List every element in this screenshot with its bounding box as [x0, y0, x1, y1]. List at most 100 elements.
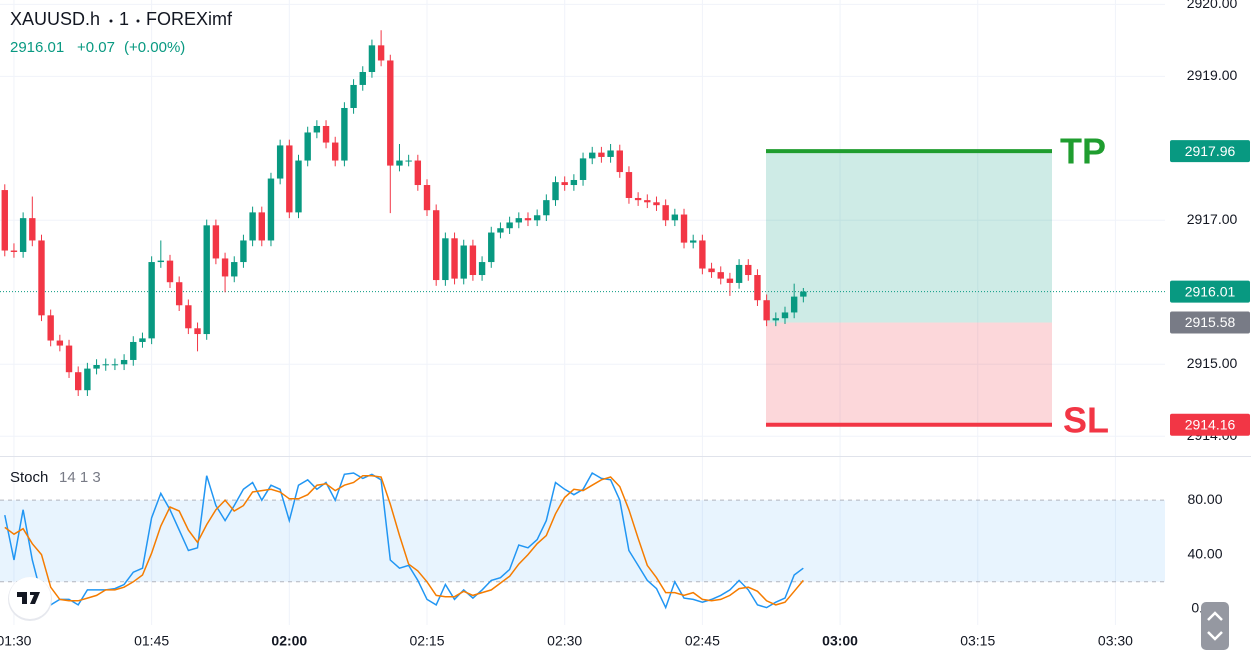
candle-body [405, 160, 412, 162]
candle-body [763, 300, 770, 321]
candle-body [497, 228, 504, 233]
candle-body [175, 282, 183, 306]
candle-body [662, 205, 669, 221]
candle-body [1, 190, 8, 251]
y-tick-label: 2917.00 [1187, 211, 1238, 227]
candle-body [322, 125, 330, 143]
x-tick-label: 03:30 [1098, 633, 1133, 649]
candle-body [699, 240, 706, 269]
candle-body [359, 71, 366, 85]
candle-body [552, 182, 559, 201]
candle-body [332, 142, 339, 161]
candle-body [221, 258, 229, 277]
candle-body [579, 158, 587, 180]
candle-body [781, 312, 789, 319]
candle-body [515, 218, 522, 223]
candle-body [726, 278, 734, 283]
candle-body [570, 179, 578, 186]
x-tick-label: 03:15 [960, 633, 995, 649]
candle-body [735, 264, 743, 283]
candle-body [231, 262, 238, 277]
candle-body [29, 218, 36, 241]
logo-bg [9, 577, 51, 619]
candle-body [469, 245, 477, 276]
candle-body [341, 107, 348, 161]
candle-body [524, 218, 532, 221]
header-change: +0.07 [77, 39, 115, 56]
candle-body [65, 345, 73, 373]
indicator-params: 14 1 3 [59, 469, 101, 486]
x-tick-label: 02:15 [409, 633, 444, 649]
candle-body [772, 318, 780, 321]
scroll-bg[interactable] [1201, 602, 1229, 650]
loss-zone [766, 322, 1052, 425]
candle-body [295, 160, 302, 213]
candle-body [203, 225, 210, 335]
candle-body [680, 214, 688, 243]
scroll-buttons[interactable] [1201, 602, 1229, 650]
candle-body [607, 150, 614, 157]
candle-body [717, 272, 724, 279]
candle-body [38, 240, 45, 316]
candle-body [414, 160, 422, 186]
stoch-line [4, 471, 804, 610]
candle-body [543, 200, 550, 216]
separator-dot [109, 19, 113, 23]
candle-body [148, 262, 155, 339]
candle-body [111, 364, 119, 366]
candle-body [130, 341, 137, 360]
sl-price-label-box [1170, 413, 1250, 436]
y-tick-label: 2919.00 [1187, 67, 1238, 83]
candle-body [396, 160, 403, 166]
tp-price-label-box [1170, 140, 1250, 163]
candle-body [102, 364, 109, 366]
tp-label: TP [1060, 131, 1106, 172]
candle-body [10, 250, 18, 252]
profit-zone [766, 151, 1052, 323]
logo-mark [17, 592, 40, 604]
scroll-up[interactable] [1207, 611, 1223, 621]
candle-body [625, 172, 633, 198]
candle-body [488, 232, 495, 263]
entry-price-label: 2915.58 [1185, 314, 1236, 330]
candle-body [387, 60, 394, 166]
candle-body [644, 200, 651, 203]
candle-body [451, 238, 458, 279]
candle-body [47, 315, 54, 341]
candle-body [533, 215, 541, 221]
separator-dot [136, 19, 140, 23]
candle-body [708, 268, 715, 273]
sl-label: SL [1063, 399, 1109, 440]
scroll-down[interactable] [1207, 631, 1223, 641]
candle-body [754, 275, 761, 301]
candle-body [368, 45, 376, 72]
last-price-label: 2916.01 [1185, 283, 1236, 299]
candle-body [653, 202, 660, 206]
header-change-pct: (+0.00%) [124, 39, 185, 56]
y-tick-label: 2915.00 [1187, 355, 1238, 371]
stoch-tick-label: 40.00 [1187, 545, 1222, 561]
y-tick-label: 2920.00 [1187, 0, 1238, 11]
candle-body [313, 125, 321, 133]
candle-body [561, 182, 568, 186]
entry-price-label-box [1170, 311, 1250, 334]
x-tick-label: 02:30 [547, 633, 582, 649]
interval: 1 [119, 9, 129, 29]
tradingview-logo [8, 577, 52, 621]
candle-body [194, 328, 201, 335]
candle-body [276, 145, 284, 179]
indicator-name: Stoch [10, 469, 48, 486]
stoch-tick-label: 80.00 [1187, 491, 1222, 507]
candle-body [304, 132, 311, 161]
candle-body [286, 145, 293, 213]
candle-body [460, 245, 467, 279]
candle-body [506, 222, 513, 229]
candle-body [745, 264, 752, 276]
candle-body [120, 359, 128, 365]
candle-body [185, 305, 192, 329]
candle-body [139, 338, 146, 342]
candle-body [157, 260, 165, 263]
candle-body [616, 150, 623, 173]
last-price-label-box [1170, 280, 1250, 303]
